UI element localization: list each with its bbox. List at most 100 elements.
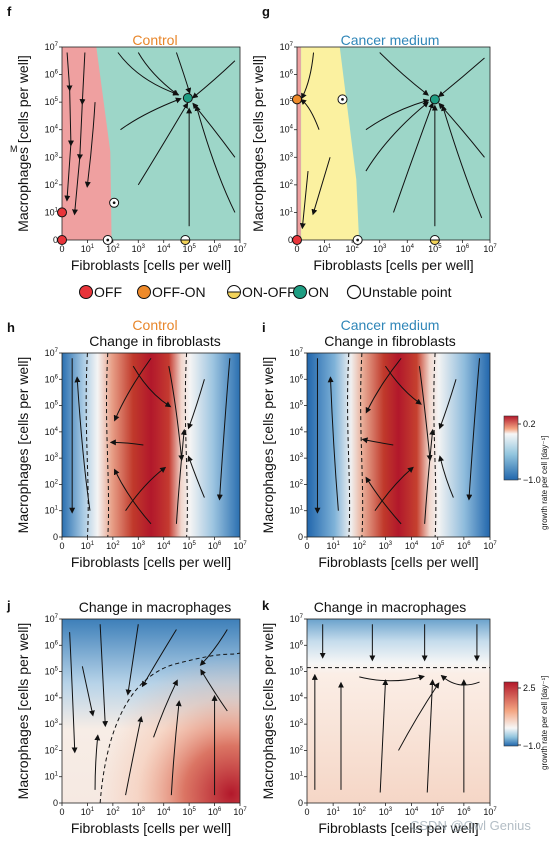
x-tick-label: 103 (379, 541, 393, 551)
streamline (113, 357, 152, 422)
x-tick-label: 102 (106, 541, 120, 551)
y-tick-exponent: 7 (55, 614, 59, 620)
x-tick-exponent: 4 (411, 244, 415, 250)
streamline (114, 468, 152, 525)
streamlines (64, 52, 485, 796)
x-tick-label: 104 (405, 541, 419, 551)
colorbar-2-bar (503, 681, 519, 747)
off-on-point (137, 285, 151, 299)
y-tick-label: 101 (45, 772, 59, 782)
x-tick-label: 103 (132, 541, 146, 551)
x-tick-exponent: 6 (218, 541, 222, 547)
y-axis-label: Macrophages [cells per well] (15, 357, 31, 534)
x-tick-exponent: 3 (142, 807, 146, 813)
y-tick-label: 104 (45, 125, 59, 135)
legend-item-on: ON (293, 284, 329, 300)
y-tick-label: 105 (290, 667, 304, 677)
y-tick-exponent: 6 (55, 70, 59, 76)
x-tick-exponent: 3 (142, 541, 146, 547)
y-tick-label: 102 (45, 479, 59, 489)
y-tick-exponent: 1 (55, 506, 59, 512)
x-tick-exponent: 7 (493, 244, 497, 250)
x-tick-exponent: 2 (116, 244, 120, 250)
y-tick-exponent: 6 (55, 640, 59, 646)
y-tick-label: 105 (45, 401, 59, 411)
on-off-point-bottom (226, 291, 242, 299)
x-tick-exponent: 1 (336, 807, 340, 813)
streamline (379, 679, 389, 793)
streamline (69, 632, 78, 754)
y-tick-exponent: 3 (290, 152, 294, 158)
streamline (379, 52, 429, 96)
y-tick-exponent: 5 (290, 97, 294, 103)
plot-frame (61, 46, 241, 241)
x-tick-label: 103 (132, 244, 146, 254)
y-tick-exponent: 6 (55, 374, 59, 380)
y-tick-label: 101 (280, 207, 294, 217)
streamline (301, 52, 315, 100)
y-tick-label: 107 (45, 42, 59, 52)
x-tick-label: 106 (208, 807, 222, 817)
y-tick-exponent: 4 (300, 427, 304, 433)
x-tick-label: 104 (405, 807, 419, 817)
x-tick-exponent: 6 (466, 244, 470, 250)
streamline (438, 57, 485, 98)
y-tick-label: 105 (290, 401, 304, 411)
plot-frame (306, 352, 491, 538)
axes-g: 00 101 101 102 102 103 103 104 104 105 105 106 106 10… (250, 42, 497, 273)
y-tick-exponent: 7 (300, 614, 304, 620)
streamline (170, 700, 182, 796)
y-tick-exponent: 7 (290, 42, 294, 48)
x-tick-exponent: 1 (91, 807, 95, 813)
x-tick-exponent: 5 (192, 807, 196, 813)
x-axis-label: Fibroblasts [cells per well] (71, 257, 231, 273)
x-tick-exponent: 4 (167, 244, 171, 250)
streamline (199, 629, 228, 666)
on-off-point-top (429, 235, 440, 241)
x-tick-label: 101 (81, 541, 95, 551)
title-g: Cancer medium (341, 32, 440, 48)
x-tick-exponent: 3 (142, 244, 146, 250)
plot-frame (296, 46, 491, 241)
axes-j: 00 101 101 102 102 103 103 104 104 105 105 106 106 10… (15, 614, 247, 836)
x-tick-exponent: 5 (441, 541, 445, 547)
y-tick-exponent: 1 (55, 207, 59, 213)
panel-letter-i: i (262, 320, 266, 335)
x-tick-label: 106 (208, 541, 222, 551)
legend: OFF OFF-ON ON-OFF ON Unstable point (79, 284, 452, 300)
off-point (57, 207, 67, 218)
plot-frame (61, 352, 241, 538)
x-tick-label: 104 (401, 244, 415, 254)
y-tick-label: 102 (290, 479, 304, 489)
streamline (365, 357, 402, 414)
x-tick-label: 106 (457, 807, 471, 817)
x-tick-label: 101 (326, 807, 340, 817)
y-tick-label: 0 (298, 532, 303, 542)
x-tick-exponent: 3 (389, 807, 393, 813)
y-tick-exponent: 4 (290, 125, 294, 131)
x-tick-label: 107 (483, 244, 497, 254)
title-i: Cancer medium (341, 317, 440, 333)
x-axis-label: Fibroblasts [cells per well] (71, 820, 231, 836)
axes-f: 00 101 101 102 102 103 103 104 104 105 105 106 106 10… (15, 42, 247, 273)
y-tick-exponent: 6 (290, 70, 294, 76)
x-tick-label: 105 (428, 244, 442, 254)
y-axis-label: Macrophages [cells per well] (250, 55, 266, 232)
plot-frame (306, 618, 491, 804)
legend-item-on_off: ON-OFF (226, 284, 296, 300)
x-tick-label: 105 (431, 807, 445, 817)
streamline (299, 171, 309, 230)
x-tick-label: 0 (59, 244, 64, 254)
on-point (429, 94, 440, 105)
y-tick-label: 107 (290, 348, 304, 358)
streamline (300, 98, 320, 130)
y-tick-label: 0 (53, 798, 58, 808)
axes: 0010110110210210310310410410510510610610… (15, 42, 497, 836)
y-tick-exponent: 4 (55, 125, 59, 131)
x-tick-label: 104 (157, 541, 171, 551)
subtitle-h: Change in fibroblasts (89, 333, 221, 349)
legend-swatch (346, 284, 362, 300)
x-tick-label: 105 (182, 541, 196, 551)
x-tick-label: 103 (373, 244, 387, 254)
